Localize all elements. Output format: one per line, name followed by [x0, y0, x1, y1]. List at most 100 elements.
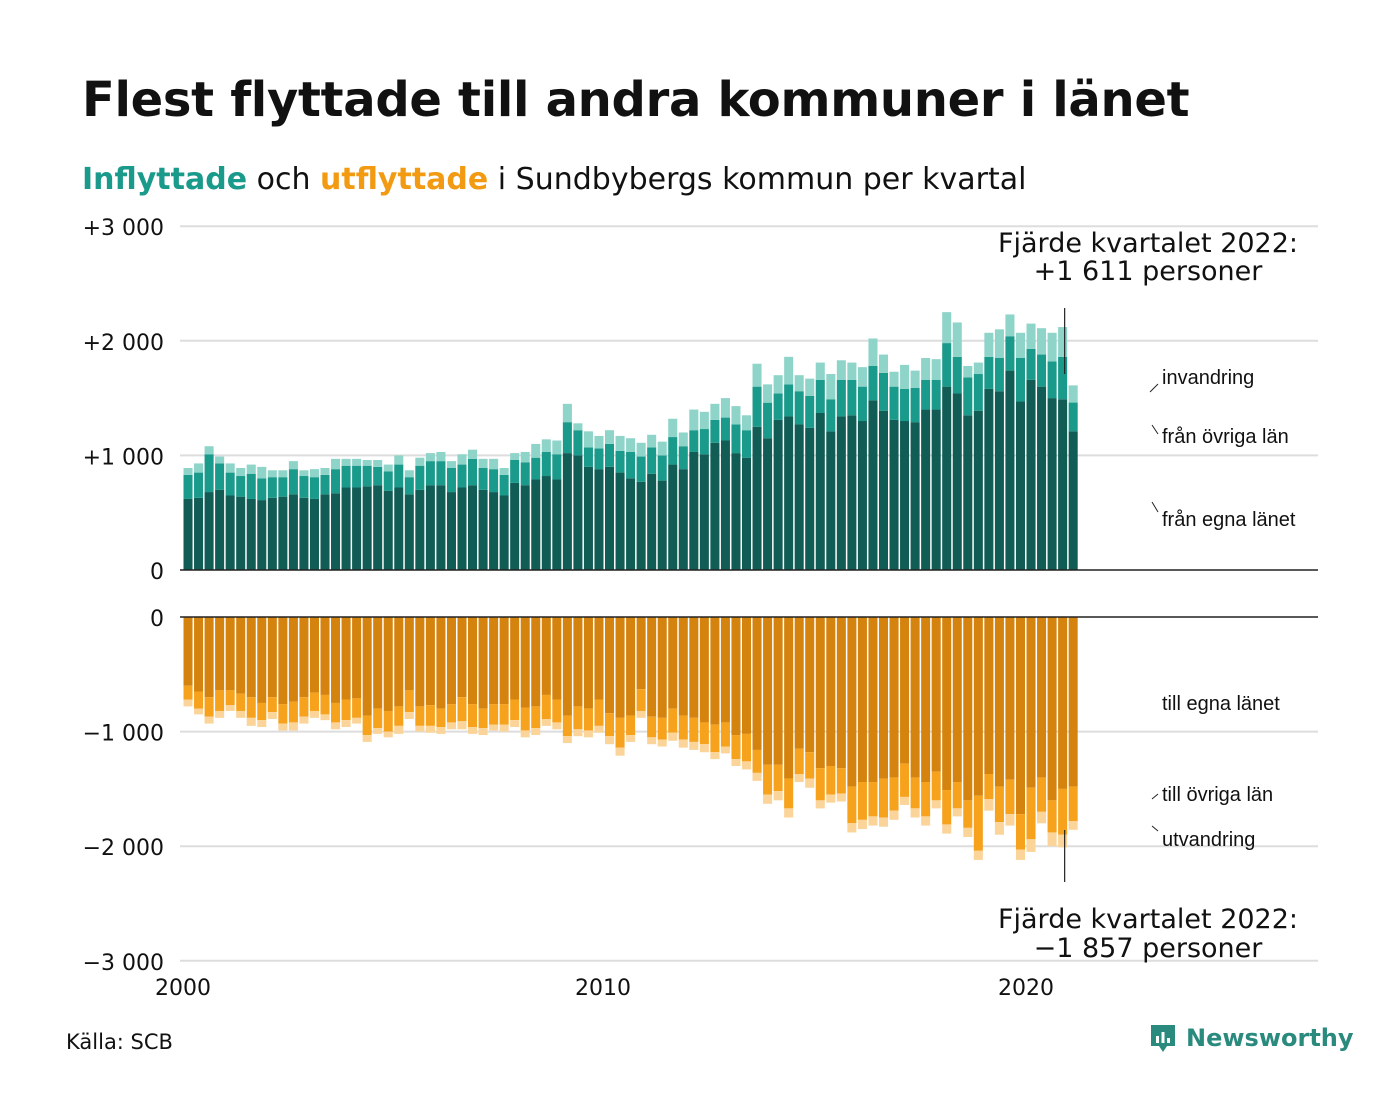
inflow-bar: [194, 472, 204, 498]
outflow-bar: [257, 617, 267, 703]
inflow-bar: [468, 449, 478, 459]
subtitle-outflow-word: utflyttade: [320, 162, 489, 197]
outflow-bar: [288, 617, 298, 702]
inflow-bar: [773, 419, 783, 570]
outflow-bar: [636, 689, 646, 711]
inflow-bar: [573, 455, 583, 570]
inflow-bar: [699, 411, 709, 430]
inflow-bar: [826, 374, 836, 400]
inflow-bar: [215, 489, 225, 570]
inflow-bar: [257, 478, 267, 501]
outflow-bar: [1015, 849, 1025, 860]
inflow-bar: [236, 496, 246, 570]
label-invandring: invandring: [1162, 367, 1254, 389]
outflow-bar: [541, 694, 551, 719]
inflow-bar: [1026, 323, 1036, 349]
outflow-bar: [689, 617, 699, 718]
inflow-bar: [910, 422, 920, 570]
outflow-bar: [942, 617, 952, 791]
outflow-bar: [415, 725, 425, 732]
inflow-bar: [741, 430, 752, 458]
inflow-bar: [836, 379, 846, 417]
outflow-bar: [984, 774, 994, 800]
outflow-bar: [952, 808, 962, 817]
inflow-bar: [225, 495, 235, 570]
outflow-bar: [636, 617, 646, 690]
inflow-bar: [763, 384, 773, 403]
outflow-bar: [689, 741, 699, 750]
inflow-bar: [309, 477, 319, 499]
inflow-bar: [478, 489, 488, 570]
outflow-bar: [889, 810, 899, 820]
inflow-bar: [805, 427, 815, 570]
inflow-bar: [341, 465, 351, 488]
outflow-bar: [847, 617, 857, 787]
outflow-bar: [415, 706, 425, 726]
inflow-bar: [278, 470, 288, 478]
outflow-bar: [963, 800, 973, 828]
inflow-bar: [952, 356, 962, 394]
inflow-bar: [341, 487, 351, 570]
inflow-bar: [794, 375, 804, 392]
outflow-bar: [489, 617, 499, 705]
outflow-bar: [309, 617, 319, 693]
inflow-bar: [204, 492, 214, 570]
outflow-bar: [720, 617, 730, 723]
outflow-bar: [394, 617, 404, 707]
inflow-bar: [583, 447, 593, 467]
outflow-bar: [457, 697, 467, 722]
outflow-bar: [921, 617, 931, 783]
inflow-bar: [942, 343, 952, 387]
outflow-bar: [615, 617, 625, 718]
outflow-bar: [520, 707, 530, 731]
inflow-bar: [436, 461, 446, 486]
inflow-bar: [741, 457, 752, 570]
outflow-bar: [573, 729, 583, 737]
inflow-bar: [309, 469, 319, 478]
label-fran-ovriga-lan: från övriga län: [1162, 426, 1289, 448]
inflow-bar: [583, 466, 593, 570]
inflow-bar: [446, 468, 456, 493]
outflow-bar: [921, 816, 931, 826]
outflow-bar: [942, 824, 952, 834]
inflow-bar: [668, 464, 678, 570]
inflow-bar: [288, 469, 298, 495]
outflow-bar: [847, 786, 857, 824]
outflow-bar: [826, 765, 836, 795]
outflow-bar: [531, 706, 541, 729]
brand[interactable]: Newsworthy: [1148, 1022, 1354, 1054]
inflow-bar: [984, 356, 994, 389]
chart-title: Flest flyttade till andra kommuner i län…: [82, 72, 1190, 128]
outflow-bar: [236, 693, 246, 711]
outflow-bar: [257, 720, 267, 728]
outflow-bar: [468, 727, 478, 734]
outflow-bar: [499, 704, 509, 725]
inflow-bar: [931, 409, 941, 570]
outflow-bar: [1047, 800, 1057, 833]
outflow-bar: [647, 737, 657, 745]
outflow-bar: [636, 710, 646, 718]
inflow-bar: [710, 403, 720, 420]
inflow-bar: [731, 424, 741, 454]
inflow-bar: [984, 388, 994, 570]
x-tick-label: 2000: [155, 976, 211, 1001]
inflow-bar: [362, 486, 372, 570]
outflow-bar: [362, 617, 372, 716]
inflow-bar: [562, 403, 572, 423]
outflow-bar: [562, 715, 572, 737]
inflow-bar: [278, 496, 288, 570]
outflow-bar: [573, 706, 583, 730]
outflow-bar: [710, 724, 720, 753]
inflow-bar: [225, 472, 235, 496]
outflow-bar: [836, 793, 846, 802]
inflow-bar: [352, 487, 362, 570]
outflow-bar: [857, 819, 867, 830]
inflow-bar: [194, 463, 204, 473]
outflow-bar: [520, 617, 530, 708]
inflow-bar: [204, 446, 214, 455]
inflow-bar: [689, 409, 699, 431]
inflow-bar: [868, 400, 878, 570]
outflow-bar: [341, 720, 351, 728]
outflow-bar: [267, 617, 277, 698]
outflow-bar: [510, 617, 520, 700]
